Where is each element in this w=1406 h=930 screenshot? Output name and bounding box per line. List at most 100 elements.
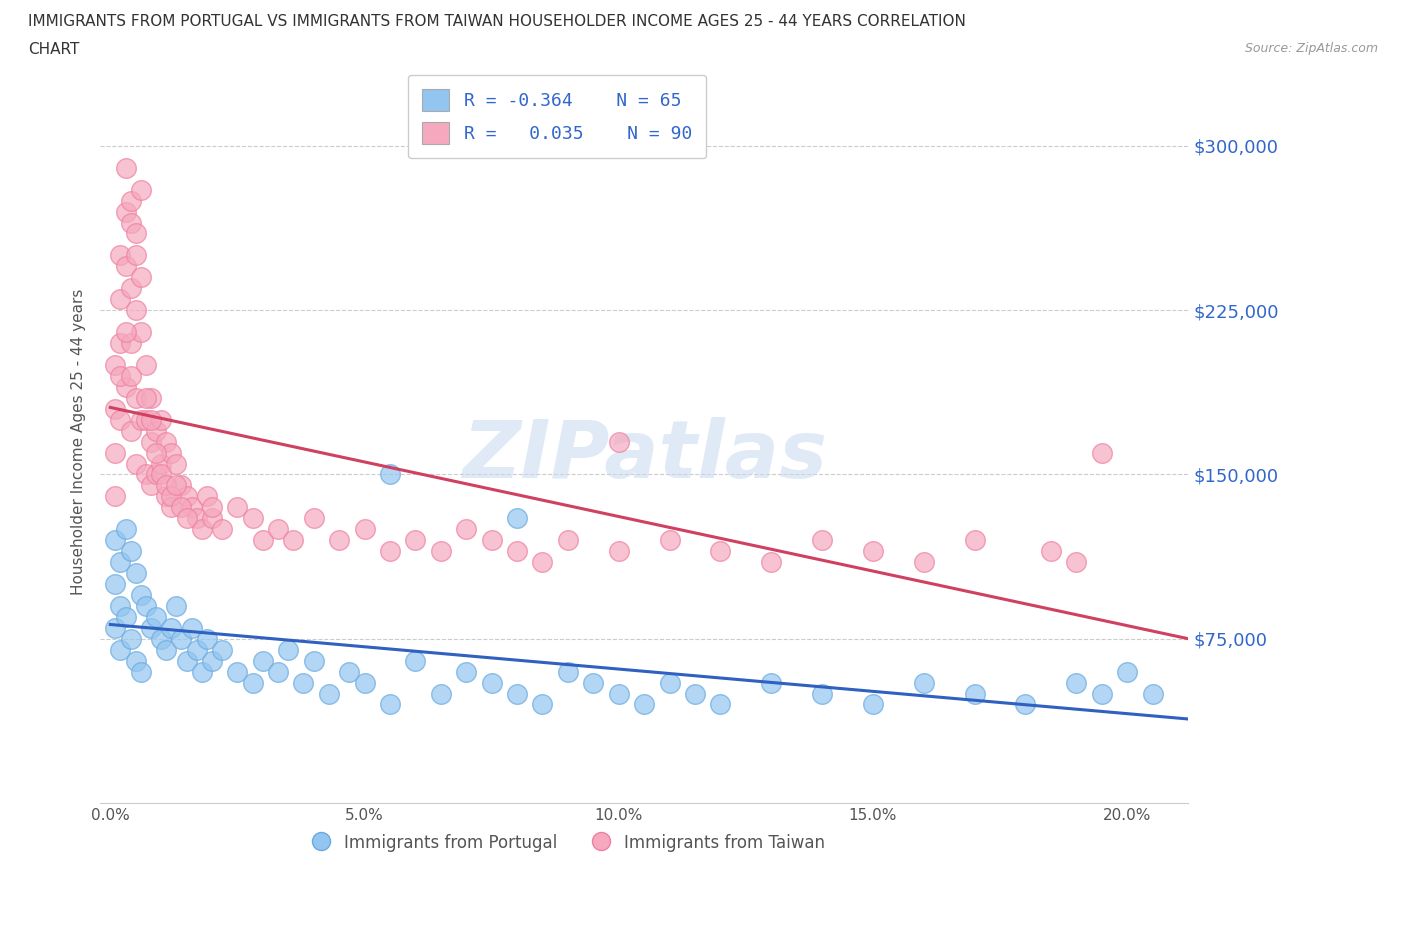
Point	[318, 686, 340, 701]
Point	[481, 675, 503, 690]
Text: ZIPatlas: ZIPatlas	[461, 417, 827, 495]
Point	[114, 522, 136, 537]
Point	[456, 664, 478, 679]
Point	[110, 554, 132, 569]
Point	[862, 544, 884, 559]
Point	[145, 445, 167, 460]
Point	[129, 325, 152, 339]
Point	[120, 631, 142, 646]
Point	[607, 544, 630, 559]
Point	[267, 664, 290, 679]
Point	[110, 336, 132, 351]
Point	[226, 664, 249, 679]
Point	[139, 434, 162, 449]
Point	[191, 522, 214, 537]
Point	[104, 489, 127, 504]
Point	[139, 478, 162, 493]
Point	[186, 643, 208, 658]
Point	[1091, 686, 1114, 701]
Point	[129, 182, 152, 197]
Point	[150, 412, 173, 427]
Point	[180, 620, 202, 635]
Point	[129, 588, 152, 603]
Point	[125, 391, 148, 405]
Point	[709, 698, 731, 712]
Point	[114, 259, 136, 273]
Point	[481, 533, 503, 548]
Point	[129, 412, 152, 427]
Point	[170, 478, 193, 493]
Point	[114, 379, 136, 394]
Point	[110, 643, 132, 658]
Point	[155, 643, 177, 658]
Point	[129, 664, 152, 679]
Point	[104, 533, 127, 548]
Point	[226, 500, 249, 515]
Point	[201, 500, 224, 515]
Point	[114, 160, 136, 175]
Point	[104, 445, 127, 460]
Point	[378, 467, 401, 482]
Point	[761, 554, 783, 569]
Point	[170, 631, 193, 646]
Point	[429, 544, 451, 559]
Point	[404, 653, 426, 668]
Point	[139, 412, 162, 427]
Point	[267, 522, 290, 537]
Point	[186, 511, 208, 525]
Point	[135, 599, 157, 614]
Point	[139, 391, 162, 405]
Point	[155, 489, 177, 504]
Point	[135, 467, 157, 482]
Point	[1039, 544, 1062, 559]
Point	[114, 325, 136, 339]
Point	[607, 686, 630, 701]
Point	[160, 489, 183, 504]
Point	[277, 643, 299, 658]
Point	[211, 643, 233, 658]
Point	[1142, 686, 1164, 701]
Point	[125, 653, 148, 668]
Point	[201, 653, 224, 668]
Point	[165, 599, 187, 614]
Point	[252, 653, 274, 668]
Point	[1066, 675, 1088, 690]
Point	[150, 456, 173, 471]
Point	[125, 248, 148, 263]
Point	[531, 698, 554, 712]
Point	[110, 368, 132, 383]
Point	[404, 533, 426, 548]
Point	[165, 456, 187, 471]
Point	[242, 675, 264, 690]
Point	[176, 489, 198, 504]
Point	[353, 522, 375, 537]
Point	[125, 565, 148, 580]
Text: IMMIGRANTS FROM PORTUGAL VS IMMIGRANTS FROM TAIWAN HOUSEHOLDER INCOME AGES 25 - : IMMIGRANTS FROM PORTUGAL VS IMMIGRANTS F…	[28, 14, 966, 29]
Point	[135, 412, 157, 427]
Point	[378, 544, 401, 559]
Point	[633, 698, 655, 712]
Point	[353, 675, 375, 690]
Point	[1066, 554, 1088, 569]
Point	[120, 423, 142, 438]
Point	[120, 281, 142, 296]
Point	[125, 456, 148, 471]
Point	[120, 215, 142, 230]
Point	[1014, 698, 1036, 712]
Point	[912, 554, 935, 569]
Point	[120, 193, 142, 208]
Point	[429, 686, 451, 701]
Point	[160, 620, 183, 635]
Point	[862, 698, 884, 712]
Point	[155, 478, 177, 493]
Point	[1091, 445, 1114, 460]
Point	[211, 522, 233, 537]
Point	[658, 675, 681, 690]
Point	[557, 533, 579, 548]
Point	[110, 412, 132, 427]
Point	[292, 675, 315, 690]
Point	[104, 357, 127, 372]
Point	[195, 631, 218, 646]
Point	[155, 434, 177, 449]
Point	[531, 554, 554, 569]
